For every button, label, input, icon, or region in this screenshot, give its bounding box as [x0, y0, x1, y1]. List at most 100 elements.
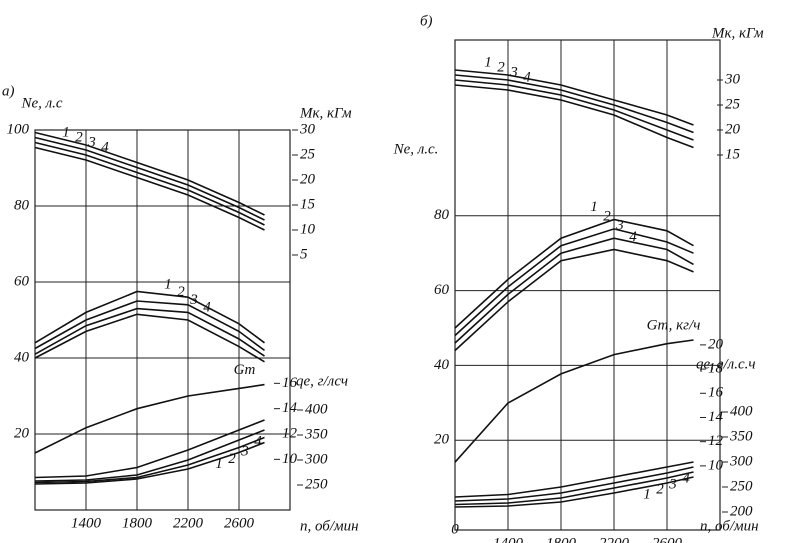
series-label: 3 [189, 292, 198, 308]
y2-axis-label: Mк, кГм [711, 25, 764, 41]
curve [34, 441, 265, 485]
y-tick-label: 40 [434, 357, 450, 373]
y-tick-label: 100 [7, 121, 30, 137]
curve [454, 218, 694, 329]
y2-tick-label: 15 [725, 146, 741, 162]
y2-tick-label: 5 [300, 246, 308, 262]
x-tick-label: 2600 [652, 535, 683, 543]
x-axis-label: n, об/мин [300, 518, 359, 534]
series-label: 2 [497, 59, 505, 75]
curve [454, 461, 694, 498]
curve [454, 79, 694, 141]
y-axis-label: Ne, л.с [20, 95, 62, 111]
curve [34, 290, 265, 344]
panel-label: б) [420, 13, 433, 29]
series-label: 1 [590, 199, 598, 215]
series-label: 3 [240, 443, 249, 459]
y-tick-label: 80 [434, 207, 450, 223]
x-tick-label: 2200 [599, 535, 630, 543]
curve [454, 69, 694, 126]
y4-tick-label: 300 [729, 453, 753, 469]
curve [34, 419, 265, 479]
y-tick-label: 20 [434, 432, 450, 448]
y2-tick-label: 25 [300, 146, 316, 162]
y3-tick-label: 14 [708, 409, 724, 425]
y4-axis-label: qe, г/л.с.ч [696, 356, 756, 372]
curve [34, 383, 265, 454]
curve [34, 131, 265, 216]
series-label: Gт [234, 362, 256, 378]
y3-tick-label: 12 [282, 425, 298, 441]
curve [34, 429, 265, 482]
series-label: 3 [668, 476, 677, 492]
x-tick-label: 1400 [493, 535, 524, 543]
curve [34, 141, 265, 226]
y4-tick-label: 250 [305, 476, 328, 492]
series-label: 4 [203, 299, 211, 315]
y2-tick-label: 10 [300, 221, 316, 237]
y-axis-label: Ne, л.с. [393, 141, 439, 157]
y3-tick-label: 20 [708, 336, 724, 352]
y3-tick-label: 14 [282, 400, 298, 416]
y4-tick-label: 200 [730, 503, 753, 519]
curve [454, 84, 694, 149]
y-tick-label: 60 [14, 273, 30, 289]
series-label: 4 [254, 433, 262, 449]
y3-tick-label: 12 [708, 433, 724, 449]
y2-tick-label: 25 [725, 96, 741, 112]
curve [454, 248, 694, 352]
series-label: 2 [603, 208, 611, 224]
y3-tick-label: 10 [282, 451, 298, 467]
series-label: 1 [62, 124, 70, 140]
y2-tick-label: 20 [725, 121, 741, 137]
series-label: 1 [484, 54, 492, 70]
series-label: 4 [682, 470, 690, 486]
y3-tick-label: 16 [282, 375, 298, 391]
y2-axis-label: Mк, кГм [299, 105, 352, 121]
y4-tick-label: 350 [729, 428, 753, 444]
series-label: 2 [75, 129, 83, 145]
curve [454, 466, 694, 502]
series-label: 4 [101, 139, 109, 155]
y3-tick-label: 10 [708, 457, 724, 473]
y2-tick-label: 20 [300, 171, 316, 187]
series-label: 2 [177, 284, 185, 300]
x-tick-label: 1800 [546, 535, 577, 543]
series-label: 2 [228, 451, 236, 467]
origin-label: 0 [451, 521, 459, 537]
curve [34, 436, 265, 484]
curve [454, 339, 694, 463]
curve [34, 146, 265, 231]
x-tick-label: 1800 [122, 515, 153, 531]
y4-tick-label: 250 [730, 478, 753, 494]
series-label: 2 [656, 481, 664, 497]
y-tick-label: 60 [434, 282, 450, 298]
y-tick-label: 40 [14, 349, 30, 365]
y4-tick-label: 300 [304, 451, 328, 467]
series-label: 1 [215, 456, 223, 472]
x-axis-label: n, об/мин [700, 518, 759, 534]
curve [454, 471, 694, 506]
series-label: 3 [509, 64, 518, 80]
plot-frame [454, 39, 721, 531]
y-tick-label: 20 [14, 425, 30, 441]
x-tick-label: 2600 [224, 515, 255, 531]
curve [454, 476, 694, 508]
y4-tick-label: 400 [305, 401, 328, 417]
series-label: 3 [87, 134, 96, 150]
series-label: 1 [643, 486, 651, 502]
panel-label: а) [2, 83, 15, 99]
series-label: 4 [629, 229, 637, 245]
curve [454, 237, 694, 344]
y4-axis-label: qe, г/лсч [296, 373, 348, 389]
x-tick-label: 1400 [71, 515, 102, 531]
curve [34, 136, 265, 221]
y3-tick-label: 18 [708, 361, 724, 377]
series-label: 3 [615, 218, 624, 234]
y4-tick-label: 400 [730, 403, 753, 419]
series-label: 1 [164, 277, 172, 293]
curve [454, 74, 694, 134]
y3-tick-label: 16 [708, 385, 724, 401]
curve [454, 228, 694, 337]
